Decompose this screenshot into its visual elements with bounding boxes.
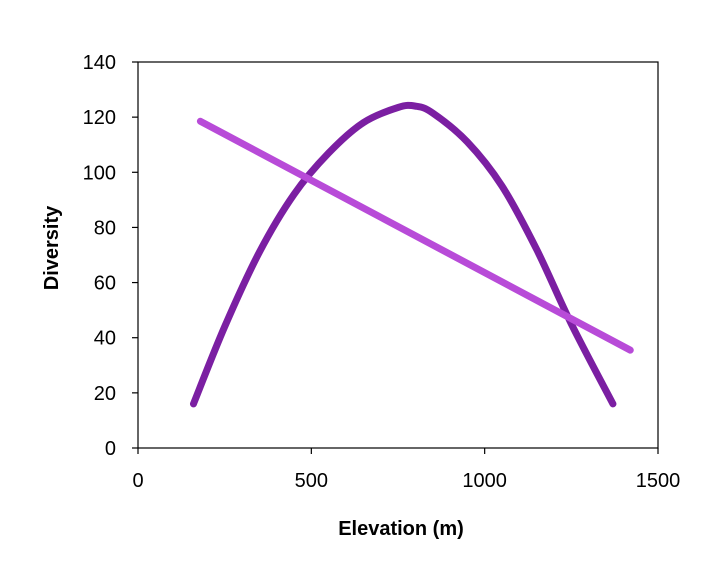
x-tick-label: 0 bbox=[132, 470, 143, 492]
y-tick-label: 140 bbox=[83, 52, 116, 74]
series-layer bbox=[189, 101, 634, 408]
series-line-curve bbox=[189, 101, 617, 408]
y-tick-label: 60 bbox=[94, 273, 116, 295]
y-tick-label: 20 bbox=[94, 383, 116, 405]
x-tick-label: 500 bbox=[295, 470, 328, 492]
x-tick-label: 1500 bbox=[636, 470, 681, 492]
x-axis-title: Elevation (m) bbox=[338, 518, 464, 540]
x-axis-ticks: 0 500 1000 1500 bbox=[132, 448, 680, 492]
y-tick-label: 120 bbox=[83, 107, 116, 129]
x-tick-label: 1000 bbox=[462, 470, 507, 492]
series-line-linear bbox=[196, 117, 634, 354]
plot-area bbox=[137, 61, 659, 449]
y-axis-ticks: 0 20 40 60 80 100 120 140 bbox=[83, 52, 138, 460]
y-tick-label: 40 bbox=[94, 328, 116, 350]
y-axis-title: Diversity bbox=[41, 205, 63, 290]
y-tick-label: 80 bbox=[94, 217, 116, 239]
y-tick-label: 100 bbox=[83, 162, 116, 184]
y-tick-label: 0 bbox=[105, 438, 116, 460]
